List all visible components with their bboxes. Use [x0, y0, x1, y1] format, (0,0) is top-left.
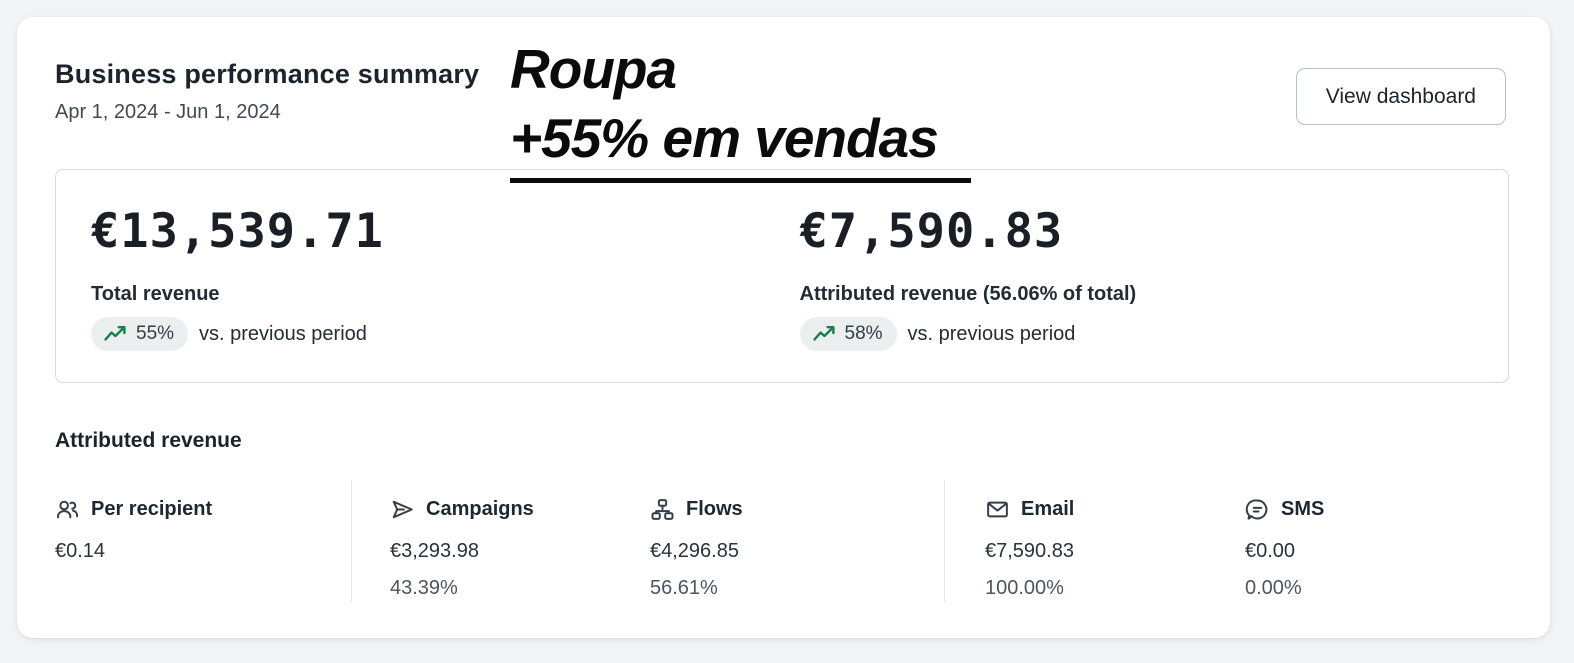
email-column: Email €7,590.83 100.00%	[985, 480, 1245, 602]
header-titles: Business performance summary Apr 1, 2024…	[55, 57, 479, 125]
attributed-revenue-metric: €7,590.83 Attributed revenue (56.06% of …	[799, 204, 1509, 382]
trend-value: 58%	[844, 323, 883, 344]
column-header: SMS	[1245, 496, 1505, 522]
column-value: €4,296.85	[650, 540, 739, 562]
attributed-breakdown-row: Per recipient €0.14 Campaigns €3,293.98 …	[55, 480, 1506, 602]
per-recipient-column: Per recipient €0.14	[55, 480, 352, 602]
total-revenue-label: Total revenue	[91, 283, 220, 305]
column-percent: 100.00%	[985, 577, 1064, 599]
trend-caption: vs. previous period	[907, 322, 1076, 345]
sms-icon	[1245, 498, 1268, 520]
column-percent: 56.61%	[650, 577, 718, 599]
column-label: Flows	[686, 498, 743, 520]
send-icon	[392, 500, 413, 518]
column-label: Campaigns	[426, 498, 534, 520]
column-value: €0.14	[55, 540, 106, 562]
view-dashboard-button[interactable]: View dashboard	[1295, 68, 1506, 125]
flow-icon	[651, 498, 674, 520]
trend-caption: vs. previous period	[199, 322, 367, 345]
email-icon	[987, 501, 1008, 517]
column-label: Email	[1021, 498, 1075, 520]
column-value: €3,293.98	[390, 540, 479, 562]
column-header: Per recipient	[55, 496, 351, 522]
annotation-line1: Roupa	[510, 38, 677, 100]
page-title: Business performance summary	[55, 59, 480, 89]
attributed-revenue-trend: 58% vs. previous period	[799, 317, 1509, 351]
column-header: Flows	[650, 496, 944, 522]
date-range: Apr 1, 2024 - Jun 1, 2024	[55, 101, 281, 123]
revenue-summary-panel: €13,539.71 Total revenue 55% vs. previou…	[55, 169, 1509, 383]
trend-value: 55%	[136, 323, 175, 344]
attributed-revenue-label: Attributed revenue (56.06% of total)	[799, 283, 1137, 305]
trend-up-icon	[104, 326, 126, 341]
column-header: Email	[985, 496, 1245, 522]
column-label: SMS	[1281, 498, 1325, 520]
attributed-revenue-heading: Attributed revenue	[55, 429, 242, 452]
column-percent: 43.39%	[390, 577, 458, 599]
trend-badge: 58%	[799, 317, 897, 351]
handwritten-annotation: Roupa +55% em vendas	[510, 35, 971, 183]
flows-column: Flows €4,296.85 56.61%	[650, 480, 945, 602]
annotation-line2: +55% em vendas	[510, 104, 971, 183]
attributed-revenue-value: €7,590.83	[799, 204, 1064, 259]
total-revenue-trend: 55% vs. previous period	[91, 317, 800, 351]
column-percent: 0.00%	[1245, 577, 1302, 599]
business-summary-card: Business performance summary Apr 1, 2024…	[17, 17, 1550, 638]
column-value: €0.00	[1245, 540, 1296, 562]
column-header: Campaigns	[390, 496, 650, 522]
total-revenue-value: €13,539.71	[91, 204, 384, 259]
card-header: Business performance summary Apr 1, 2024…	[55, 57, 1506, 125]
sms-column: SMS €0.00 0.00%	[1245, 480, 1505, 602]
total-revenue-metric: €13,539.71 Total revenue 55% vs. previou…	[91, 204, 800, 382]
trend-up-icon	[812, 326, 835, 341]
column-value: €7,590.83	[985, 540, 1074, 562]
people-icon	[57, 500, 79, 518]
campaigns-column: Campaigns €3,293.98 43.39%	[390, 480, 650, 602]
trend-badge: 55%	[91, 317, 189, 351]
column-label: Per recipient	[91, 498, 213, 520]
